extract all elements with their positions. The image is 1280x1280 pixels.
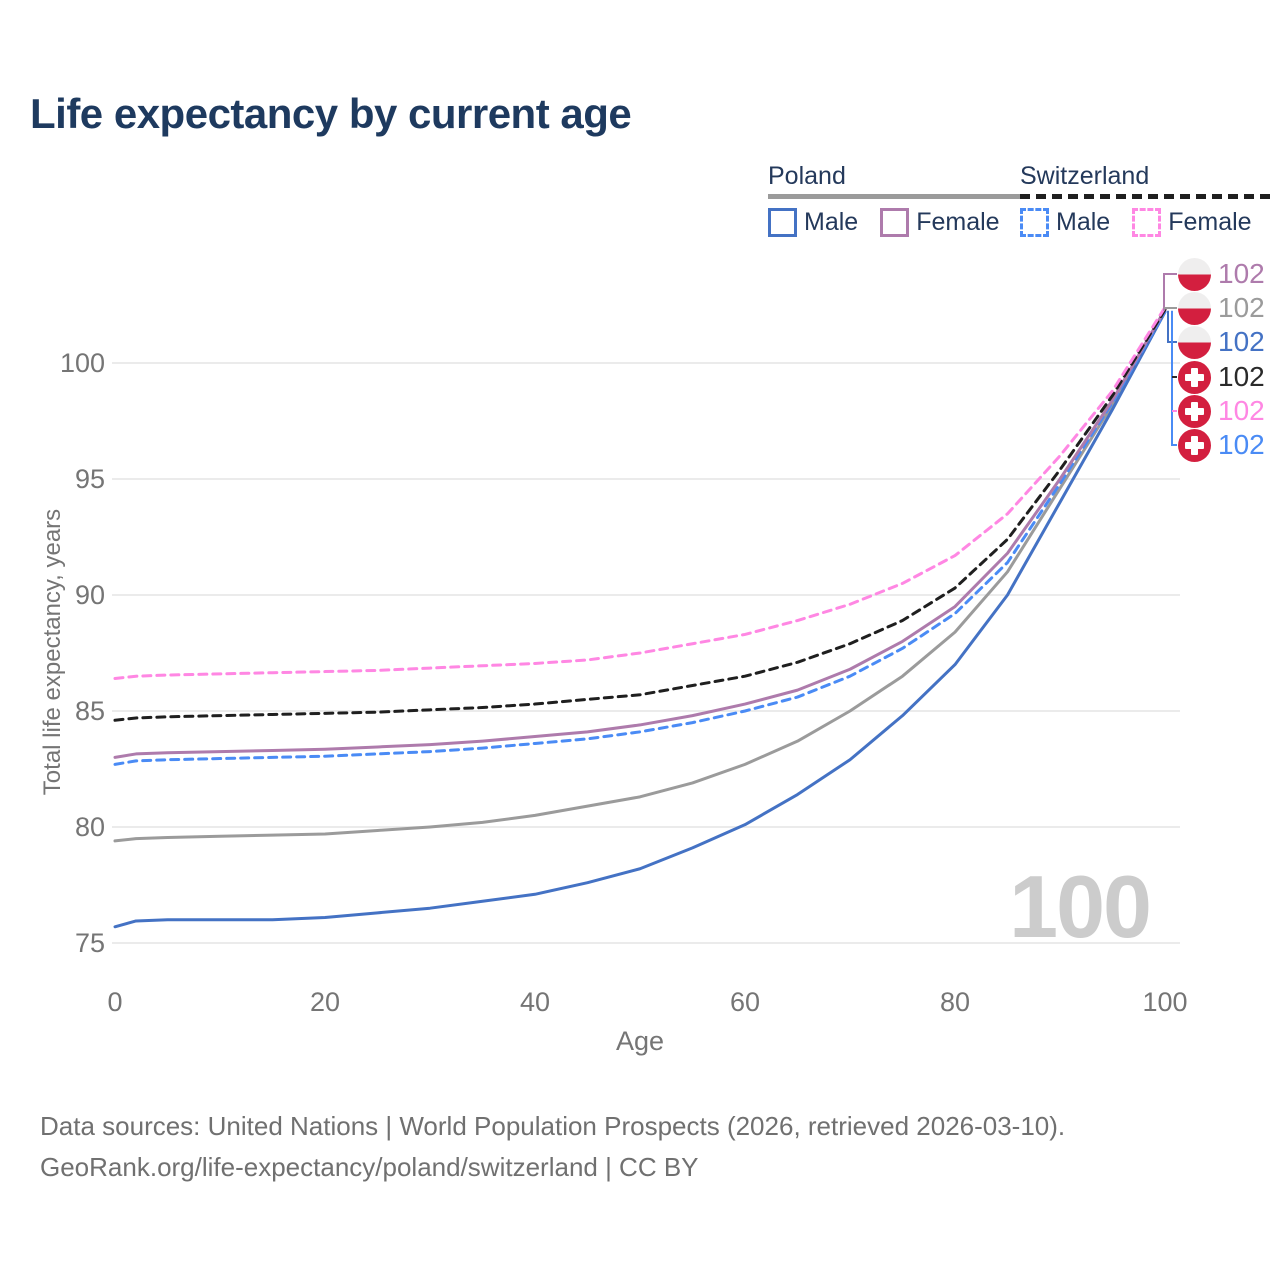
end-label-poland-male: 102 [1178, 325, 1265, 359]
switzerland-male-swatch-icon [1020, 208, 1049, 237]
series-line-poland-both-sexes [113, 310, 1167, 843]
legend-item-poland-male[interactable]: Male [768, 208, 858, 237]
x-tick-label-20: 20 [309, 987, 341, 1017]
series-line-switzerland-female [113, 305, 1167, 681]
legend-group-switzerland: Switzerland Male Female [1020, 162, 1274, 237]
x-tick-label-60: 60 [729, 987, 761, 1017]
end-label-value: 102 [1218, 361, 1265, 392]
poland-flag-icon [1178, 325, 1211, 359]
y-tick-label-90: 90 [74, 580, 105, 610]
poland-female-swatch-icon [880, 208, 910, 237]
end-label-value: 102 [1218, 292, 1265, 323]
end-label-switzerland-female: 102 [1178, 394, 1265, 428]
end-label-switzerland-male: 102 [1178, 428, 1265, 462]
switzerland-female-swatch-icon [1132, 208, 1162, 237]
series-line-poland-female [113, 308, 1167, 759]
legend-header-poland: Poland [768, 162, 846, 190]
y-tick-label-75: 75 [74, 928, 105, 958]
poland-flag-icon [1178, 291, 1211, 325]
legend-item-label: Male [804, 208, 859, 236]
series-line-switzerland-male [113, 310, 1167, 766]
connector-poland-male [1167, 310, 1177, 343]
data-sources-line: Data sources: United Nations | World Pop… [40, 1111, 1066, 1141]
end-label-switzerland-both-sexes: 102 [1178, 360, 1265, 394]
y-axis-title: Total life expectancy, years [39, 508, 66, 796]
end-label-value: 102 [1218, 429, 1265, 460]
x-tick-label-40: 40 [519, 987, 551, 1017]
y-tick-label-85: 85 [74, 696, 105, 726]
connector-switzerland-male [1171, 310, 1177, 446]
poland-flag-icon [1178, 257, 1211, 291]
series-line-poland-male [113, 310, 1167, 929]
attribution-line: GeoRank.org/life-expectancy/poland/switz… [40, 1152, 699, 1182]
x-tick-label-80: 80 [939, 987, 971, 1017]
y-tick-label-95: 95 [74, 464, 105, 494]
legend-group-poland: Poland Male Female [768, 162, 1022, 237]
legend-item-poland-female[interactable]: Female [880, 208, 1000, 237]
footer: Data sources: United Nations | World Pop… [40, 1106, 1065, 1188]
x-tick-label-100: 100 [1142, 987, 1188, 1017]
y-tick-label-80: 80 [74, 812, 105, 842]
page-title: Life expectancy by current age [30, 90, 632, 137]
end-label-poland-both-sexes: 102 [1178, 291, 1265, 325]
legend-item-label: Female [1168, 208, 1252, 236]
legend-item-switzerland-male[interactable]: Male [1020, 208, 1110, 237]
poland-male-swatch-icon [768, 208, 797, 237]
y-tick-label-100: 100 [59, 348, 105, 378]
end-label-value: 102 [1218, 326, 1265, 357]
legend-item-switzerland-female[interactable]: Female [1132, 208, 1252, 237]
switzerland-dashed-line-sample [1020, 194, 1274, 199]
poland-solid-line-sample [768, 194, 1022, 199]
legend-item-label: Male [1056, 208, 1111, 236]
series-line-switzerland-both-sexes [113, 308, 1167, 722]
end-label-poland-female: 102 [1178, 257, 1265, 291]
watermark-age-100: 100 [1009, 857, 1152, 956]
x-tick-label-0: 0 [107, 987, 123, 1017]
end-label-value: 102 [1218, 258, 1265, 289]
legend-item-label: Female [916, 208, 1000, 236]
switzerland-flag-icon [1178, 360, 1211, 394]
legend-header-switzerland: Switzerland [1020, 162, 1150, 190]
connector-poland-female [1163, 273, 1177, 311]
x-axis-title: Age [615, 1026, 665, 1056]
end-label-value: 102 [1218, 395, 1265, 426]
switzerland-flag-icon [1178, 394, 1211, 428]
switzerland-flag-icon [1178, 428, 1211, 462]
